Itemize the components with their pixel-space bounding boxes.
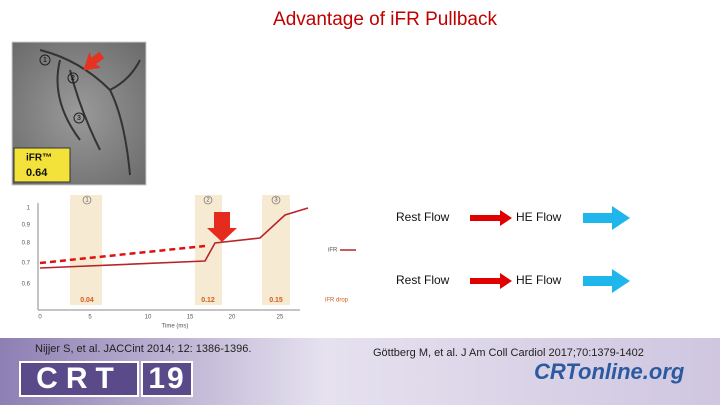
citation: Nijjer S, et al. JACCint 2014; 12: 1386-… [35,343,251,355]
zone-label: 2 [206,198,210,204]
pullback-graph: 1 0.9 0.8 0.7 0.6 0 5 10 15 20 25 Time (… [22,195,356,330]
he-flow: HE Flow [516,273,562,287]
drop-label: 0.04 [80,297,94,304]
x-tick-label: 5 [88,315,92,321]
citation: Göttberg M, et al. J Am Coll Cardiol 201… [373,347,644,359]
logo-right: CRTonline.org [534,359,685,384]
y-tick-label: 0.6 [22,282,31,288]
zone-label: 1 [85,198,89,204]
marker: 1 [43,57,47,64]
y-tick-label: 0.7 [22,261,31,267]
drop-label: 0.12 [201,297,215,304]
angiogram: 1 2 3 iFR™ 0.64 [11,41,147,186]
marker: 3 [77,115,81,122]
marker: 2 [71,75,75,82]
drop-label: 0.15 [269,297,283,304]
y-tick-label: 0.8 [22,241,31,247]
logo-left: CRT 19 [19,361,193,397]
logo-19: 19 [148,362,185,395]
rest-flow: Rest Flow [396,210,450,224]
logo-crt: CRT [36,362,122,395]
y-tick-label: 0.9 [22,223,31,229]
title: Advantage of iFR Pullback [273,9,497,30]
ifr-value: 0.64 [26,167,48,179]
x-tick-label: 0 [38,315,42,321]
legend-drop: iFR drop [325,298,349,304]
zone-label: 3 [274,198,278,204]
x-tick-label: 20 [229,315,236,321]
x-tick-label: 25 [277,315,284,321]
he-flow: HE Flow [516,210,562,224]
x-tick-label: 15 [187,315,194,321]
comparison: Rest Flow HE Flow Rest Flow HE Flow [396,206,630,293]
rest-flow: Rest Flow [396,273,450,287]
ifr-label: iFR™ [26,153,52,164]
x-tick-label: 10 [145,315,152,321]
legend-label: iFR [328,248,338,254]
x-axis-label: Time (ms) [162,324,189,330]
y-tick-label: 1 [27,206,31,212]
